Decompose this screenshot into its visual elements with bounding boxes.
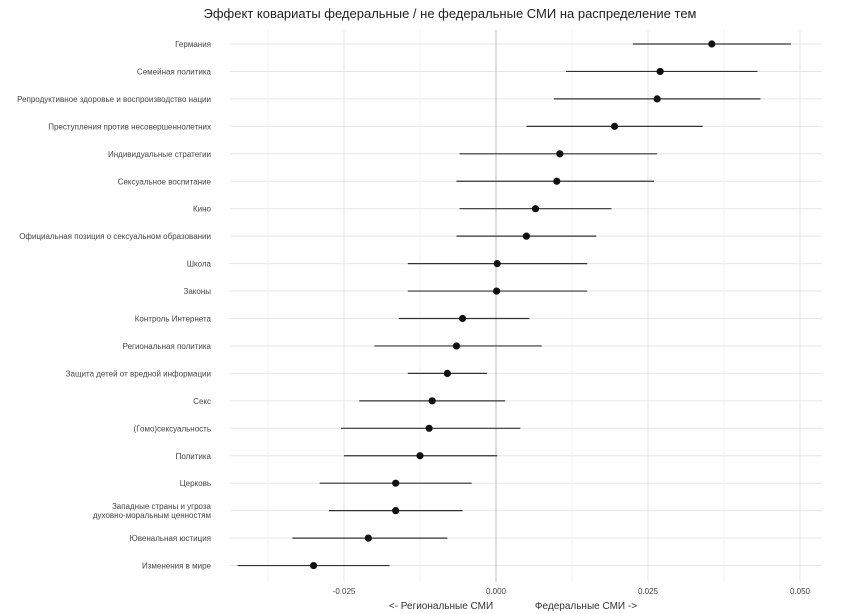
category-label: Политика	[176, 452, 212, 461]
estimate-marks	[237, 40, 791, 570]
category-label: Региональная политика	[123, 342, 212, 351]
estimate-point	[428, 397, 436, 405]
category-labels: Германия Семейная политика Репродуктивное …	[17, 40, 211, 571]
category-label: Школа	[187, 260, 212, 269]
category-label: (Гомо)сексуальность	[134, 424, 211, 433]
estimate-point	[364, 534, 372, 542]
category-label: Кино	[193, 205, 212, 214]
category-label: Законы	[184, 287, 212, 296]
category-label: Изменения в мире	[142, 562, 212, 571]
estimate-point	[531, 205, 540, 213]
estimate-point	[310, 561, 318, 570]
estimate-point	[416, 452, 424, 460]
estimate-point	[653, 95, 661, 103]
x-tick-label: 0.050	[790, 587, 811, 596]
category-label: Преступления против несовершеннолетних	[48, 122, 211, 131]
category-label: Сексуальное воспитание	[118, 177, 212, 186]
category-label: Германия	[175, 40, 211, 49]
estimate-point	[392, 507, 400, 515]
estimate-point	[522, 232, 531, 240]
estimate-point	[392, 479, 400, 487]
grid	[230, 30, 822, 582]
category-label: Ювенальная юстиция	[130, 534, 211, 543]
estimate-point	[493, 287, 501, 295]
x-tick-labels: -0.025 0.000 0.025 0.050	[333, 587, 811, 596]
category-label: Репродуктивное здоровье и воспроизводств…	[17, 95, 211, 104]
estimate-point	[556, 150, 564, 158]
x-axis-label-left: <- Региональные СМИ	[389, 601, 493, 612]
estimate-point	[610, 122, 619, 130]
x-tick-label: -0.025	[333, 587, 356, 596]
category-label: Защита детей от вредной информации	[66, 369, 211, 378]
category-label: Церковь	[180, 479, 211, 488]
estimate-point	[553, 177, 561, 185]
estimate-point	[425, 424, 433, 432]
category-label: Западные страны и угроза духовно-моральны…	[93, 502, 212, 520]
estimate-point	[493, 260, 501, 268]
x-axis-label-right: Федеральные СМИ ->	[535, 601, 637, 612]
category-label: Индивидуальные стратегии	[108, 150, 211, 159]
chart-title: Эффект ковариаты федеральные / не федера…	[204, 6, 697, 21]
category-label: Семейная политика	[137, 67, 212, 76]
category-label: Контроль Интернета	[135, 315, 212, 324]
category-label: Секс	[193, 397, 211, 406]
estimate-point	[656, 67, 664, 76]
x-tick-label: 0.025	[638, 587, 659, 596]
x-tick-label: 0.000	[486, 587, 507, 596]
estimate-point	[452, 342, 461, 350]
estimate-point	[708, 40, 716, 48]
estimate-point	[458, 314, 467, 323]
category-label: Официальная позиция о сексуальном образо…	[19, 232, 211, 241]
estimate-point	[443, 369, 451, 377]
